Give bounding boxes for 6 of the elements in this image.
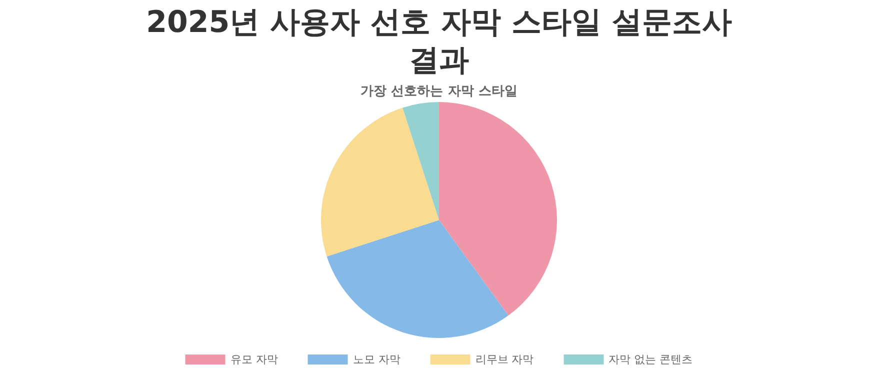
- legend-label: 리무브 자막: [475, 353, 534, 366]
- legend-label: 노모 자막: [352, 353, 400, 366]
- legend-label: 유모 자막: [230, 353, 278, 366]
- chart-subtitle: 가장 선호하는 자막 스타일: [360, 84, 518, 99]
- legend-label: 자막 없는 콘텐츠: [608, 353, 693, 366]
- chart-title: 2025년 사용자 선호 자막 스타일 설문조사 결과: [145, 4, 733, 80]
